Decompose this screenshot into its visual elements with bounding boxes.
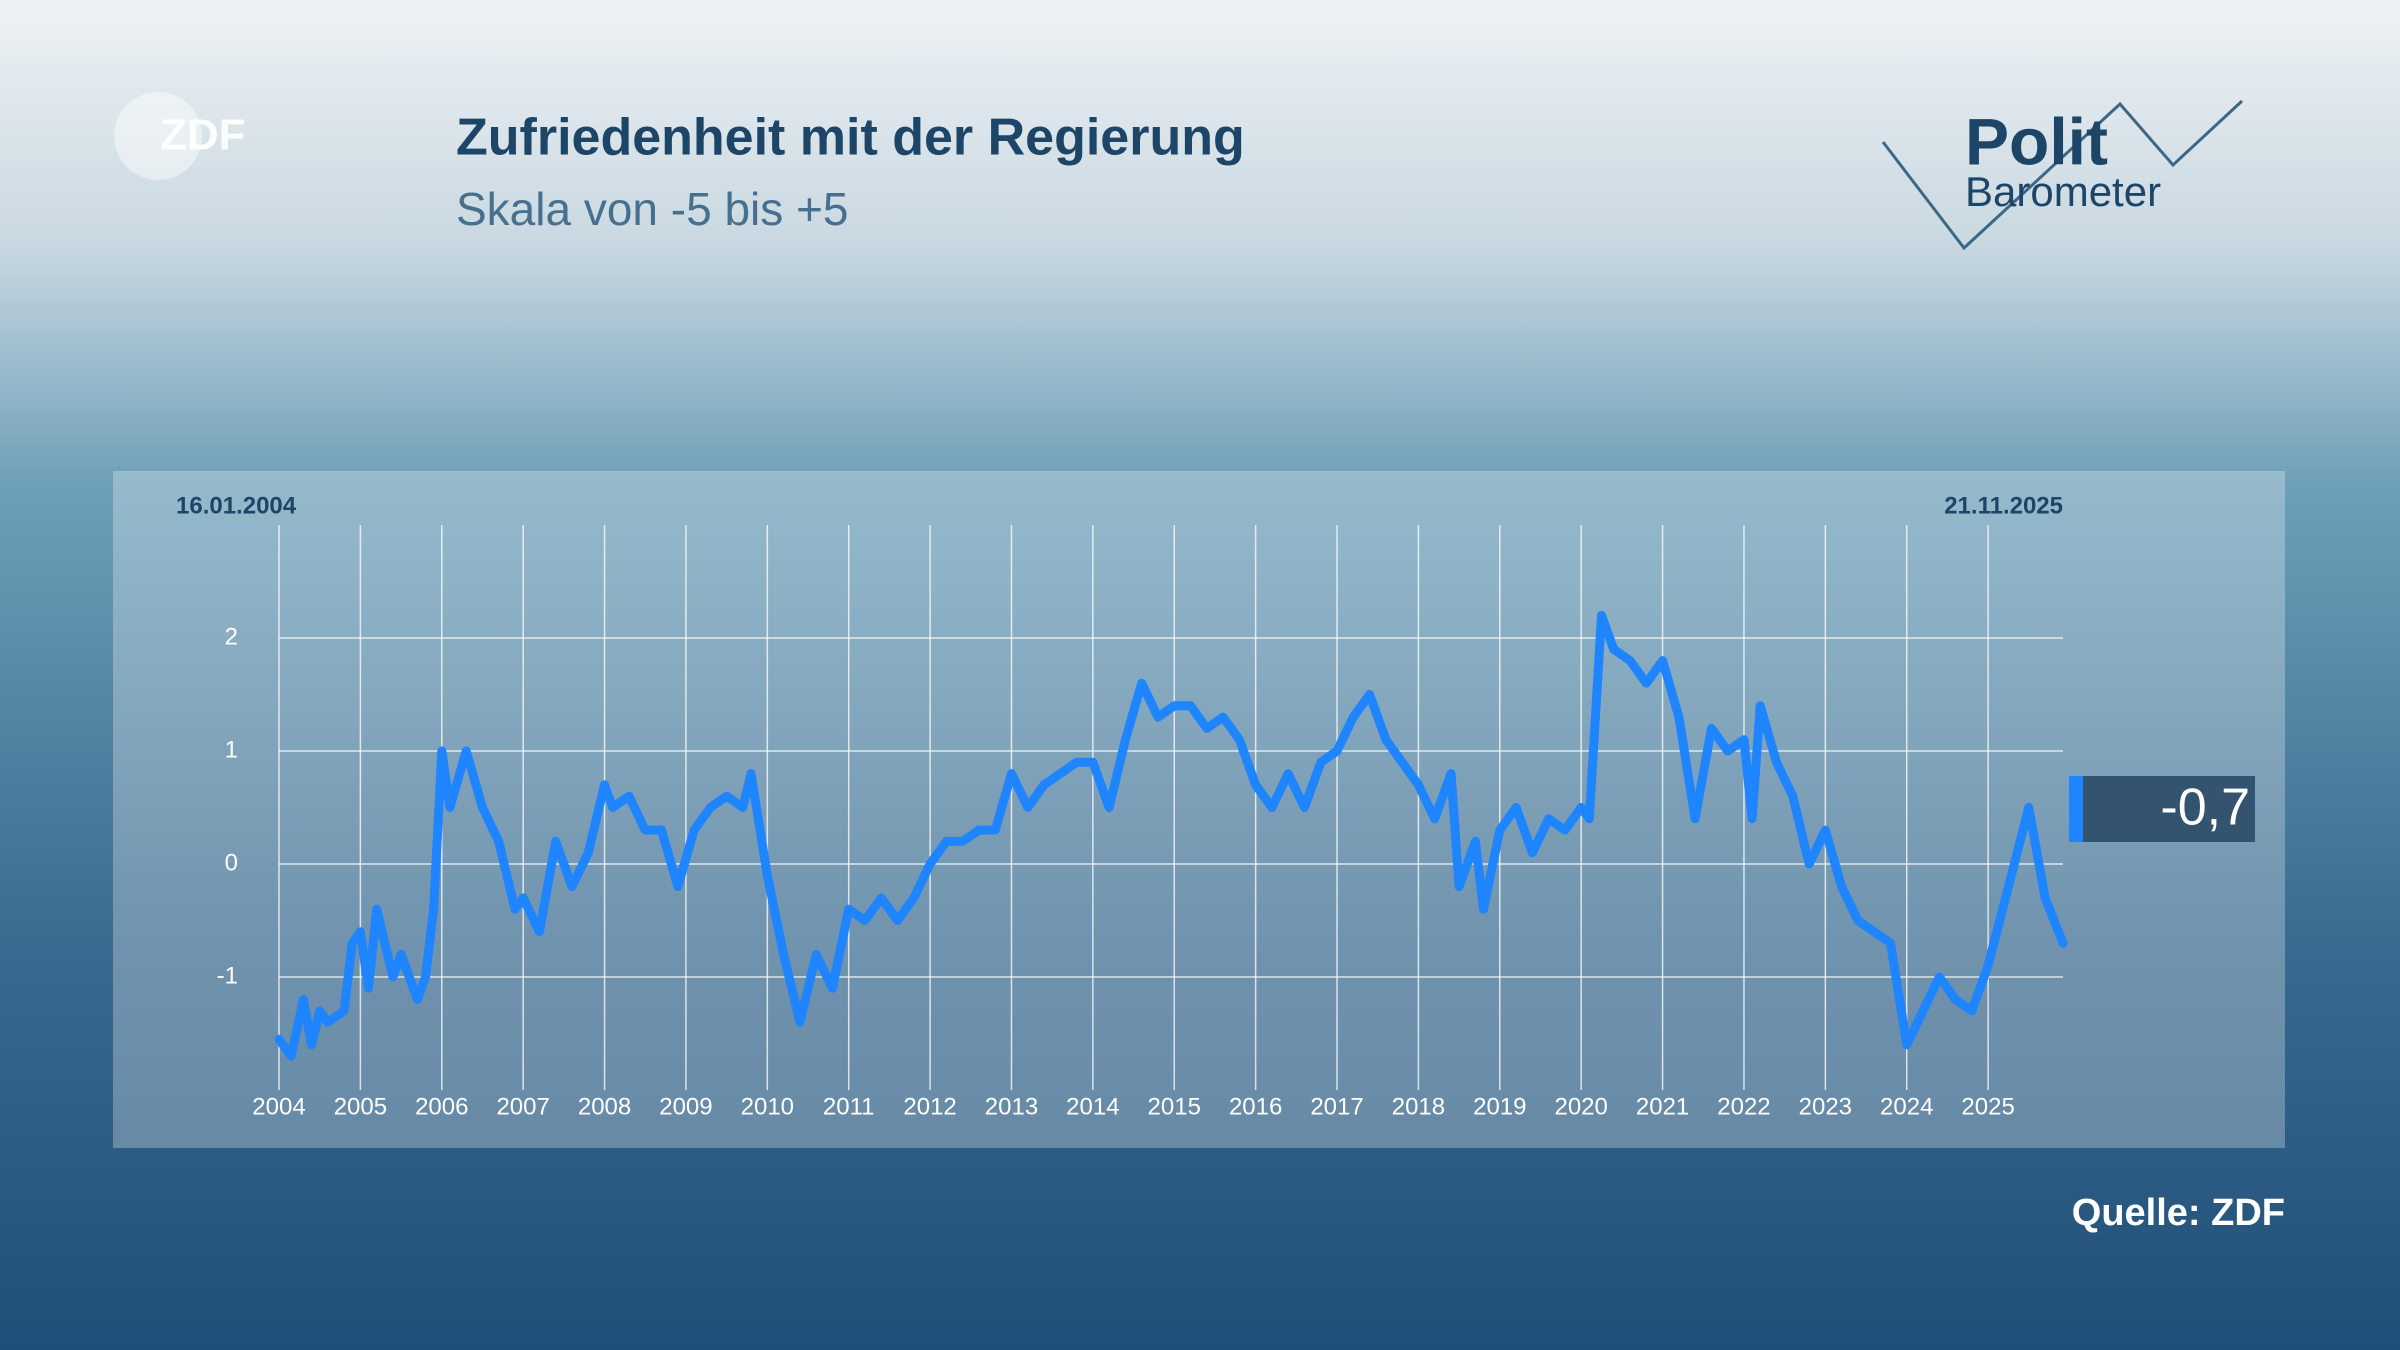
x-tick-label: 2011 — [823, 1093, 875, 1120]
current-box — [2069, 776, 2255, 842]
brand-line2: Barometer — [1965, 168, 2161, 215]
x-tick-label: 2006 — [415, 1093, 468, 1120]
x-tick-label: 2012 — [903, 1093, 956, 1120]
x-tick-label: 2020 — [1554, 1093, 1607, 1120]
y-tick-label: 0 — [225, 849, 238, 876]
x-tick-label: 2023 — [1799, 1093, 1852, 1120]
x-tick-label: 2022 — [1717, 1093, 1770, 1120]
x-tick-label: 2008 — [578, 1093, 631, 1120]
data-line — [274, 610, 2068, 1061]
logo: ZDF — [160, 111, 246, 160]
x-tick-label: 2010 — [741, 1093, 794, 1120]
x-tick-label: 2005 — [334, 1093, 387, 1120]
x-tick-label: 2009 — [659, 1093, 712, 1120]
chart-subtitle: Skala von -5 bis +5 — [456, 183, 849, 235]
end-date: 21.11.2025 — [1944, 492, 2063, 519]
x-tick-label: 2017 — [1310, 1093, 1363, 1120]
y-tick-label: -1 — [217, 962, 238, 989]
x-tick-label: 2024 — [1880, 1093, 1933, 1120]
x-tick-label: 2014 — [1066, 1093, 1119, 1120]
plot-panel — [113, 471, 2285, 1148]
current-marker — [2069, 776, 2083, 842]
x-tick-label: 2021 — [1636, 1093, 1689, 1120]
x-tick-label: 2016 — [1229, 1093, 1282, 1120]
x-tick-label: 2004 — [252, 1093, 305, 1120]
start-date: 16.01.2004 — [176, 492, 297, 519]
x-tick-label: 2025 — [1961, 1093, 2014, 1120]
x-tick-label: 2007 — [496, 1093, 549, 1120]
source: Quelle: ZDF — [2072, 1192, 2285, 1234]
current-label: -0,7 — [2160, 779, 2250, 837]
brand-zigzag — [1881, 99, 2244, 251]
plot-area: -1 0 1 2 2004 2005 2006 2007 2008 2009 2010 2011 201… — [217, 525, 2068, 1120]
x-tick-label: 2015 — [1148, 1093, 1201, 1120]
y-tick-label: 2 — [225, 623, 238, 650]
x-tick-label: 2019 — [1473, 1093, 1526, 1120]
logo-circle — [114, 92, 202, 180]
x-tick-label: 2013 — [985, 1093, 1038, 1120]
x-tick-label: 2018 — [1392, 1093, 1445, 1120]
y-tick-label: 1 — [225, 736, 238, 763]
chart-title: Zufriedenheit mit der Regierung — [456, 109, 1245, 167]
brand-line1: Polit — [1965, 104, 2108, 178]
